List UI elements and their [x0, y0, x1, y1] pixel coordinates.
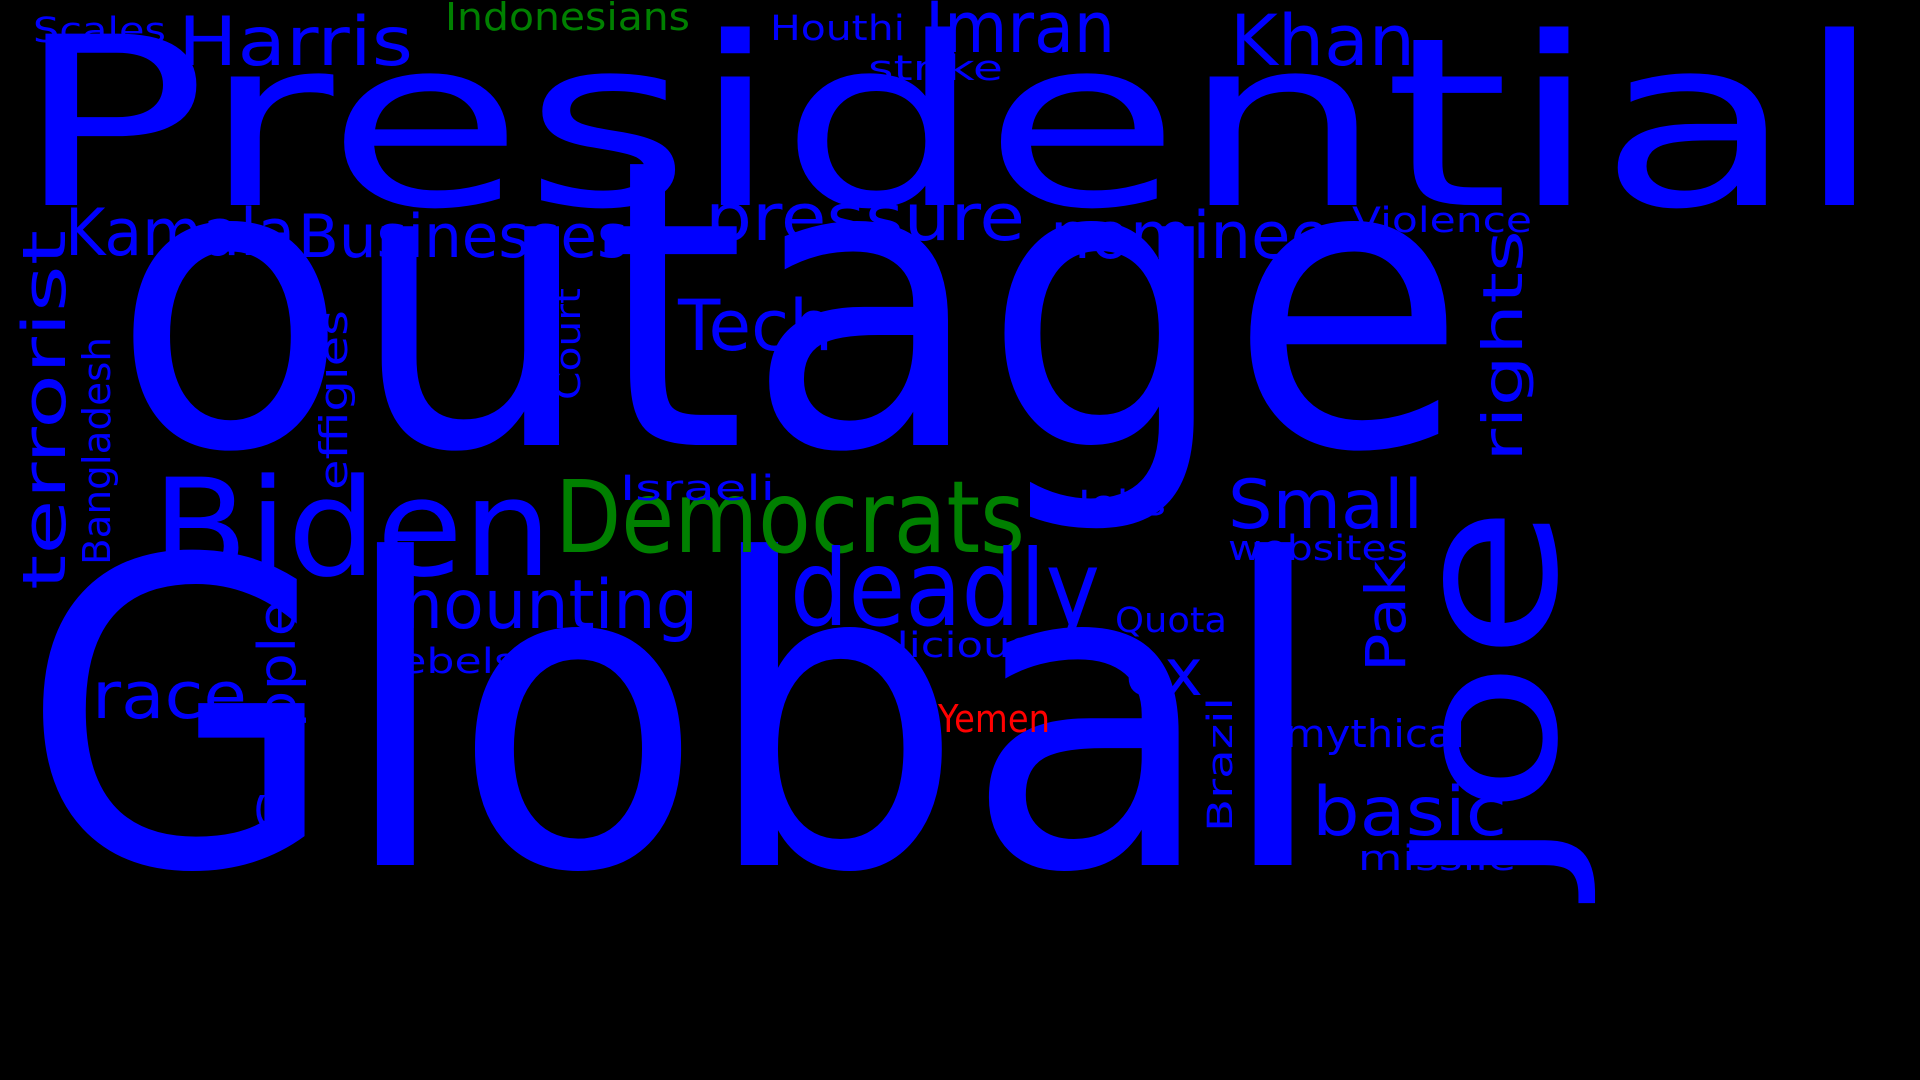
word-effigies: effigies — [312, 310, 356, 490]
word-israeli: Israeli — [620, 469, 775, 509]
word-pak: Pak — [1354, 560, 1418, 672]
word-businesses: Businesses — [298, 202, 628, 272]
word-grapple: Grapple — [248, 600, 308, 835]
word-bangladesh: Bangladesh — [75, 337, 119, 565]
word-houthi: Houthi — [770, 9, 905, 49]
word-deadly: deadly — [790, 528, 1100, 650]
word-scales: Scales — [33, 11, 166, 51]
word-missile: missile — [1358, 839, 1516, 879]
word-websites: websites — [1228, 529, 1408, 569]
word-race: race — [92, 659, 247, 734]
word-rights: rights — [1471, 230, 1535, 462]
word-harris: Harris — [178, 3, 413, 82]
word-presidential: Presidential — [14, 0, 1884, 261]
word-biden: Biden — [152, 450, 552, 607]
word-jobs: Jobs — [1076, 484, 1166, 524]
word-kamala: Kamala — [65, 196, 295, 271]
word-indonesians: Indonesians — [445, 0, 690, 39]
word-mounting: mounting — [378, 566, 698, 645]
word-imran: Imran — [925, 0, 1115, 69]
word-pressure: pressure — [705, 181, 1025, 256]
word-nominee: nominee — [1050, 199, 1330, 274]
word-small: Small — [1228, 466, 1423, 545]
word-mythical: mythical — [1285, 712, 1465, 756]
word-yemen: Yemen — [937, 697, 1050, 741]
word-rebels: rebels — [382, 642, 517, 682]
word-outage: outage — [112, 75, 1467, 540]
word-democrats: Democrats — [555, 459, 1025, 576]
word-court: Court — [549, 288, 589, 400]
word-joe: Joe — [1370, 505, 1603, 904]
word-terrorist: terrorist — [10, 230, 80, 590]
word-malicious: malicious — [828, 626, 1033, 666]
word-basic: basic — [1312, 773, 1507, 852]
word-brazil: Brazil — [1201, 697, 1241, 832]
word-global: Global — [20, 472, 1330, 966]
word-violence: Violence — [1352, 201, 1532, 241]
word-quota: Quota — [1115, 601, 1227, 641]
word-ex: ex — [1125, 636, 1203, 711]
word-tech: Tech — [677, 285, 833, 367]
word-strike: strike — [868, 49, 1003, 89]
word-khan: Khan — [1230, 0, 1415, 82]
